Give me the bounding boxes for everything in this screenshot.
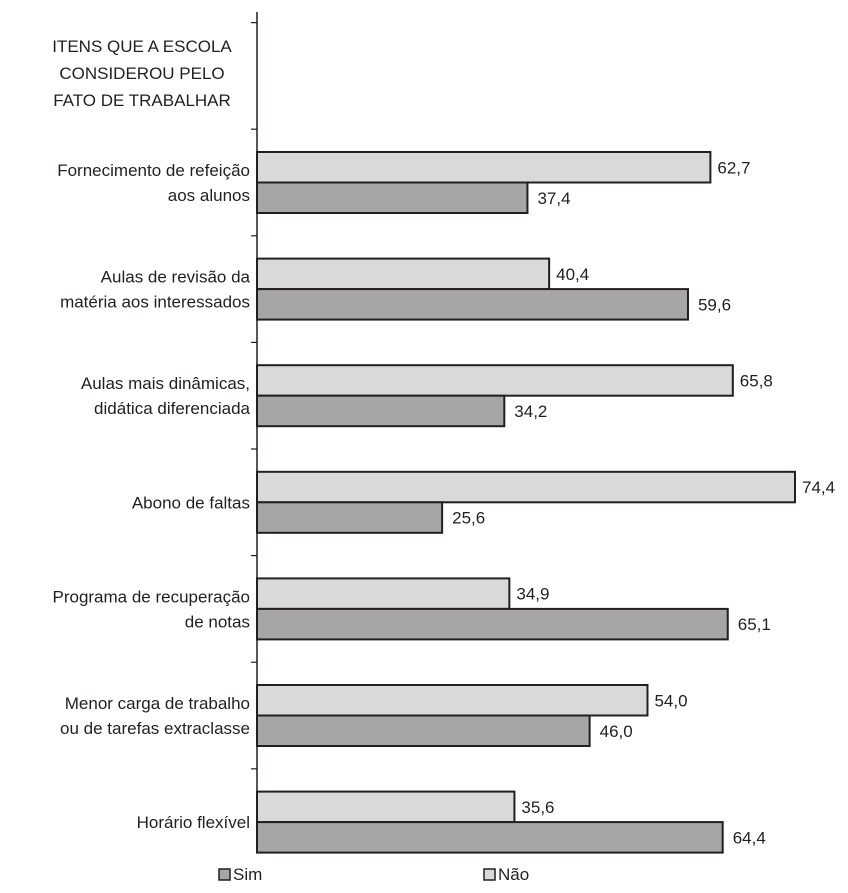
category-label: Horário flexível xyxy=(137,813,250,832)
bars xyxy=(256,151,796,854)
bar-nao xyxy=(256,684,649,717)
category-label: Aulas mais dinâmicas, xyxy=(81,374,250,393)
value-label: 65,1 xyxy=(738,615,771,634)
category-label: didática diferenciada xyxy=(94,399,250,418)
category-label: matéria aos interessados xyxy=(60,293,250,312)
bar-nao xyxy=(256,470,796,504)
axis-heading-line: FATO DE TRABALHAR xyxy=(53,91,231,110)
legend-label-sim: Sim xyxy=(233,865,262,884)
value-label: 35,6 xyxy=(521,798,554,817)
legend-swatch-sim xyxy=(218,868,231,881)
bar-sim xyxy=(256,714,591,747)
value-label: 62,7 xyxy=(717,158,750,177)
value-labels: 62,7 37,4 40,4 59,6 65,8 34,2 74,4 25,6 34,9 65,1… xyxy=(452,158,835,847)
value-label: 64,4 xyxy=(733,828,766,847)
bar-sim xyxy=(256,607,729,641)
bar-nao xyxy=(256,577,511,610)
bar-nao xyxy=(256,151,712,184)
value-label: 37,4 xyxy=(537,189,570,208)
category-label: Abono de faltas xyxy=(132,493,250,512)
axis-heading-line: CONSIDEROU PELO xyxy=(59,64,224,83)
category-label: de notas xyxy=(185,612,250,631)
category-label: Fornecimento de refeição xyxy=(57,161,250,180)
legend-swatch-nao xyxy=(483,868,496,881)
value-label: 34,9 xyxy=(516,585,549,604)
bar-sim xyxy=(256,394,506,428)
value-label: 74,4 xyxy=(802,478,835,497)
value-label: 54,0 xyxy=(654,691,687,710)
category-label: Programa de recuperação xyxy=(52,587,250,606)
value-label: 59,6 xyxy=(698,295,731,314)
bar-nao xyxy=(256,257,551,291)
legend-label-nao: Não xyxy=(498,865,529,884)
bar-nao xyxy=(256,790,516,824)
bar-sim xyxy=(256,501,444,534)
axis-heading-line: ITENS QUE A ESCOLA xyxy=(52,37,232,56)
category-label: ou de tarefas extraclasse xyxy=(60,719,250,738)
legend: Sim Não xyxy=(218,865,529,884)
value-label: 40,4 xyxy=(556,265,589,284)
category-label: Menor carga de trabalho xyxy=(65,694,250,713)
y-axis-ticks xyxy=(251,22,257,770)
bar-sim xyxy=(256,288,689,321)
category-labels: Fornecimento de refeição aos alunos Aulas … xyxy=(52,161,250,832)
value-label: 65,8 xyxy=(740,371,773,390)
axis-heading: ITENS QUE A ESCOLA CONSIDEROU PELO FATO DE… xyxy=(52,37,232,110)
bar-sim xyxy=(256,821,724,854)
bar-sim xyxy=(256,181,529,214)
bar-nao xyxy=(256,364,734,397)
value-label: 34,2 xyxy=(514,402,547,421)
category-label: aos alunos xyxy=(168,186,250,205)
value-label: 46,0 xyxy=(600,722,633,741)
value-label: 25,6 xyxy=(452,509,485,528)
category-label: Aulas de revisão da xyxy=(101,268,251,287)
